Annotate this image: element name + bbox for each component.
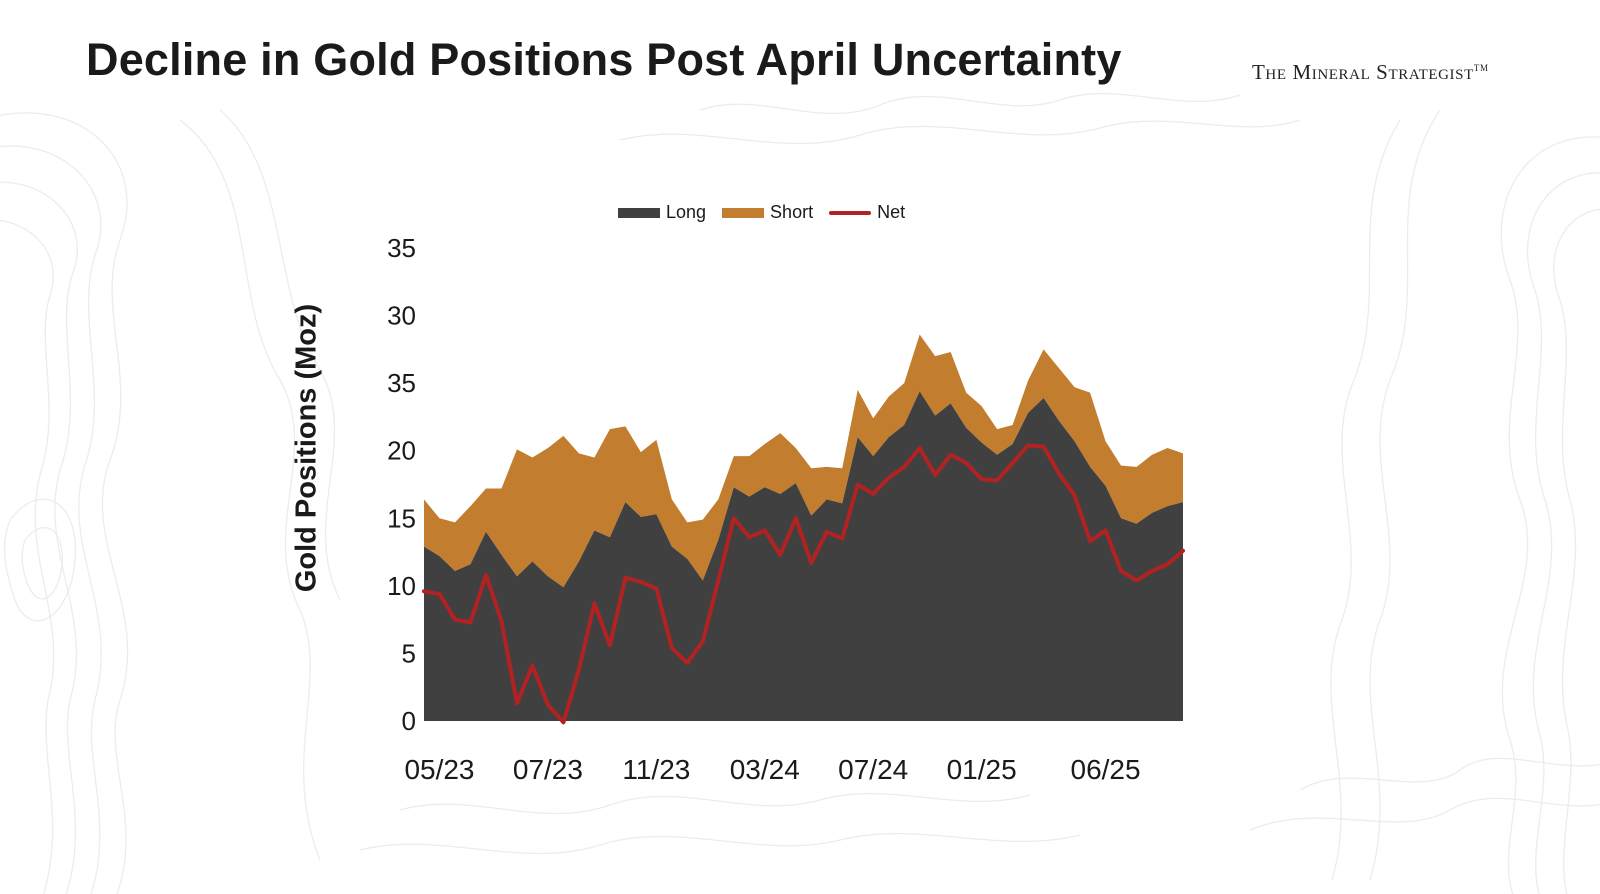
x-tick-label: 07/24 (838, 754, 908, 785)
y-tick-label: 20 (387, 436, 416, 466)
chart-legend: Long Short Net (618, 202, 921, 223)
legend-item-short: Short (722, 202, 813, 223)
brand-logo: The Mineral StrategistTM (1252, 60, 1489, 85)
y-tick-label: 5 (402, 638, 416, 668)
legend-item-long: Long (618, 202, 706, 223)
plot-areas (424, 334, 1183, 721)
long-area (424, 391, 1183, 721)
y-tick-label: 30 (387, 301, 416, 331)
y-tick-label: 15 (387, 503, 416, 533)
y-tick-label: 35 (387, 368, 416, 398)
page-title: Decline in Gold Positions Post April Unc… (86, 34, 1122, 85)
brand-name: The Mineral Strategist (1252, 60, 1474, 84)
short-area (424, 334, 1183, 588)
x-tick-label: 07/23 (513, 754, 583, 785)
legend-item-net: Net (829, 202, 905, 223)
brand-trademark: TM (1473, 63, 1489, 73)
x-tick-label: 06/25 (1071, 754, 1141, 785)
x-tick-label: 11/23 (622, 754, 690, 785)
legend-label-net: Net (877, 202, 906, 222)
net-line (422, 443, 1185, 725)
legend-label-short: Short (770, 202, 814, 222)
y-axis-ticks: 0 5 10 15 20 35 30 35 (387, 233, 416, 736)
plot-lines (422, 443, 1185, 725)
legend-label-long: Long (666, 202, 707, 222)
legend-swatch-long (618, 207, 660, 218)
y-tick-label: 35 (387, 233, 416, 263)
y-tick-label: 10 (387, 571, 416, 601)
x-tick-label: 01/25 (947, 754, 1017, 785)
legend-swatch-net (829, 210, 872, 215)
x-tick-label: 05/23 (404, 754, 474, 785)
legend-swatch-short (722, 207, 765, 218)
x-axis-ticks: 05/23 07/23 11/23 03/24 07/24 01/25 06/25 (404, 754, 1140, 785)
x-tick-label: 03/24 (730, 754, 800, 785)
y-tick-label: 0 (402, 706, 416, 736)
